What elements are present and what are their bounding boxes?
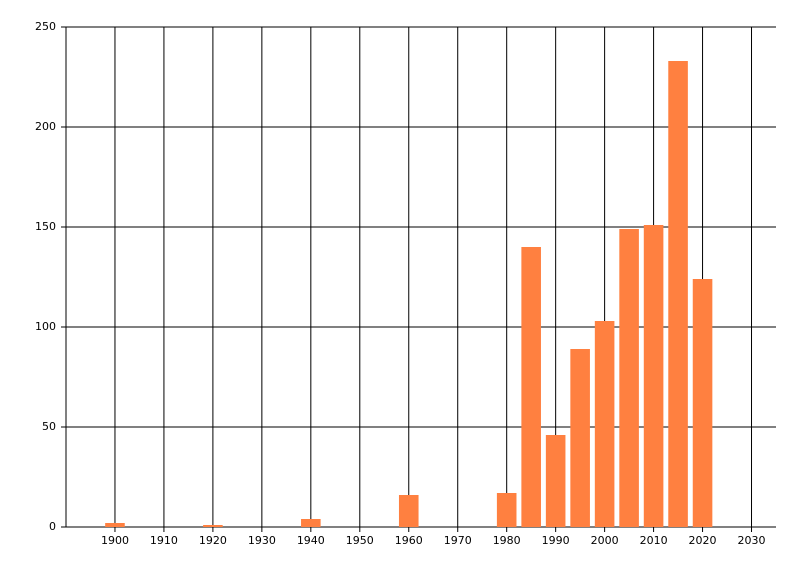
bar [692, 279, 713, 527]
x-tick-label: 1920 [199, 534, 227, 547]
x-tick-label: 2000 [591, 534, 619, 547]
x-tick-label: 1950 [346, 534, 374, 547]
x-tick-label: 1990 [542, 534, 570, 547]
bar [301, 519, 321, 527]
bar [496, 493, 517, 527]
x-tick-label: 2030 [738, 534, 766, 547]
bar [203, 525, 223, 527]
x-tick-label: 2020 [689, 534, 717, 547]
bar [570, 349, 590, 527]
x-tick-label: 1900 [101, 534, 129, 547]
bar [105, 523, 125, 527]
bar [545, 435, 566, 527]
y-tick-label: 0 [49, 520, 56, 533]
y-tick-label: 50 [42, 420, 56, 433]
bar [643, 225, 664, 527]
y-tick-label: 200 [35, 120, 56, 133]
bar [619, 229, 639, 527]
x-tick-label: 1960 [395, 534, 423, 547]
bar [521, 247, 541, 527]
bar [594, 321, 615, 527]
y-tick-label: 100 [35, 320, 56, 333]
x-tick-label: 1980 [493, 534, 521, 547]
bar [398, 495, 419, 527]
x-tick-label: 1910 [150, 534, 178, 547]
bar [668, 61, 688, 527]
y-tick-label: 150 [35, 220, 56, 233]
y-tick-label: 250 [35, 20, 56, 33]
x-tick-label: 1930 [248, 534, 276, 547]
x-tick-label: 2010 [640, 534, 668, 547]
x-tick-label: 1940 [297, 534, 325, 547]
x-tick-label: 1970 [444, 534, 472, 547]
